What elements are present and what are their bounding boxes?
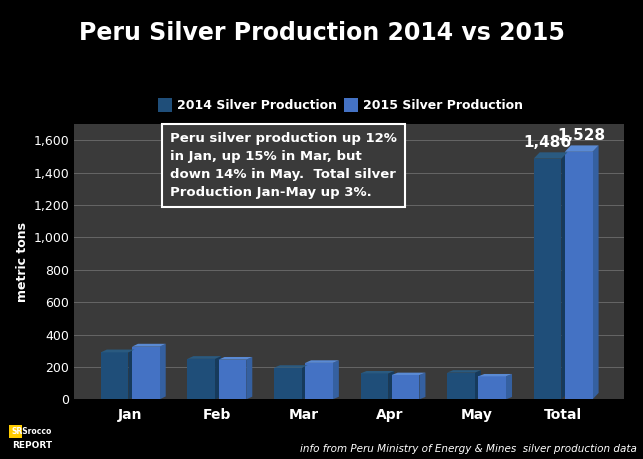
Text: 1,528: 1,528 bbox=[557, 128, 606, 143]
Text: 1,486: 1,486 bbox=[523, 135, 572, 150]
Polygon shape bbox=[565, 146, 599, 152]
Bar bbox=[478, 376, 506, 399]
Polygon shape bbox=[132, 344, 166, 347]
Polygon shape bbox=[219, 357, 252, 360]
Bar bbox=[447, 373, 475, 399]
Text: Peru silver production up 12%
in Jan, up 15% in Mar, but
down 14% in May.  Total: Peru silver production up 12% in Jan, up… bbox=[170, 132, 397, 199]
Text: 2015 Silver Production: 2015 Silver Production bbox=[363, 99, 523, 112]
Polygon shape bbox=[302, 365, 308, 399]
Text: SRSrocco: SRSrocco bbox=[12, 427, 52, 436]
Polygon shape bbox=[215, 356, 221, 399]
Bar bbox=[219, 360, 246, 399]
Bar bbox=[534, 159, 561, 399]
Polygon shape bbox=[419, 373, 426, 399]
Polygon shape bbox=[246, 357, 252, 399]
Bar bbox=[132, 347, 159, 399]
Text: 2014 Silver Production: 2014 Silver Production bbox=[177, 99, 337, 112]
Polygon shape bbox=[129, 350, 134, 399]
Polygon shape bbox=[475, 370, 481, 399]
Text: REPORT: REPORT bbox=[12, 441, 52, 450]
Polygon shape bbox=[561, 152, 567, 399]
Bar bbox=[361, 374, 388, 399]
Polygon shape bbox=[388, 371, 394, 399]
Text: info from Peru Ministry of Energy & Mines  silver production data: info from Peru Ministry of Energy & Mine… bbox=[300, 444, 637, 454]
Polygon shape bbox=[593, 146, 599, 399]
Polygon shape bbox=[506, 374, 512, 399]
Bar bbox=[565, 152, 593, 399]
Text: Peru Silver Production 2014 vs 2015: Peru Silver Production 2014 vs 2015 bbox=[78, 21, 565, 45]
Bar bbox=[101, 353, 129, 399]
Bar bbox=[305, 363, 333, 399]
Polygon shape bbox=[305, 360, 339, 363]
Bar bbox=[392, 375, 419, 399]
Polygon shape bbox=[534, 152, 567, 159]
Polygon shape bbox=[392, 373, 426, 375]
Bar bbox=[187, 359, 215, 399]
Polygon shape bbox=[187, 356, 221, 359]
Polygon shape bbox=[361, 371, 394, 374]
Y-axis label: metric tons: metric tons bbox=[16, 222, 29, 302]
Polygon shape bbox=[478, 374, 512, 376]
Polygon shape bbox=[447, 370, 481, 373]
Polygon shape bbox=[101, 350, 134, 353]
Polygon shape bbox=[274, 365, 308, 368]
Polygon shape bbox=[333, 360, 339, 399]
Polygon shape bbox=[159, 344, 166, 399]
FancyBboxPatch shape bbox=[9, 425, 22, 438]
Bar bbox=[274, 368, 302, 399]
